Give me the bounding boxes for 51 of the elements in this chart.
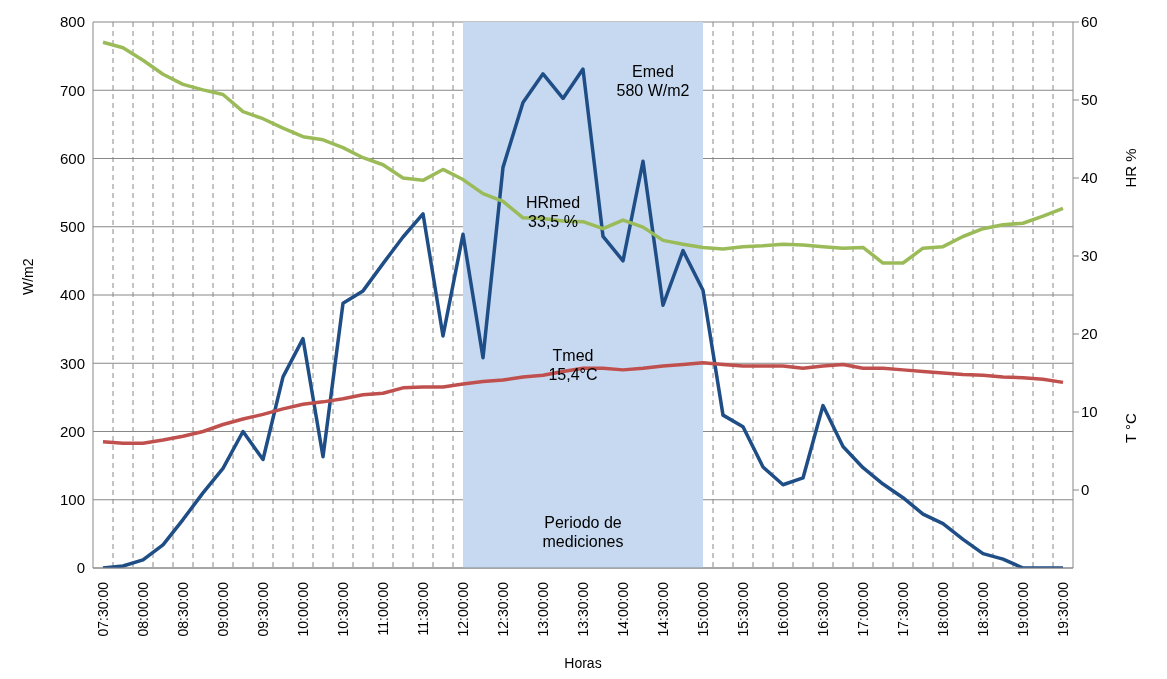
y-tick-label: 200 [59, 422, 85, 440]
y-tick-label: 300 [59, 354, 85, 372]
x-tick-label: 19:00:00 [1015, 581, 1031, 637]
y-tick-label: 700 [59, 81, 85, 99]
x-tick-label: 09:30:00 [255, 581, 271, 637]
x-axis-title: Horas [564, 655, 602, 671]
y2-tick-label: 60 [1081, 13, 1098, 31]
y2-tick-label: 40 [1081, 169, 1098, 187]
x-tick-label: 16:00:00 [775, 581, 791, 637]
line-series [101, 361, 1065, 445]
x-tick-label: 17:30:00 [895, 581, 911, 637]
y2-tick-label: 50 [1081, 91, 1098, 109]
x-tick-label: 18:30:00 [975, 581, 991, 637]
y-tick-label: 600 [59, 149, 85, 167]
y2-tick-label: 10 [1081, 403, 1098, 421]
y2-tick-label: 20 [1081, 325, 1098, 343]
y-axis-title: W/m2 [19, 258, 36, 295]
line-series [101, 67, 1065, 568]
x-tick-label: 16:30:00 [815, 581, 831, 637]
line-series [101, 40, 1065, 265]
y2-axis-title: HR % [1121, 148, 1139, 188]
x-tick-label: 12:30:00 [495, 581, 511, 637]
x-tick-label: 09:00:00 [215, 581, 231, 637]
x-tick-label: 11:00:00 [375, 581, 391, 636]
band-label: Periodo de mediciones [542, 514, 624, 551]
annotation: Tmed 15,4°C [548, 346, 598, 383]
x-tick-label: 08:00:00 [135, 581, 151, 637]
x-tick-label: 13:30:00 [575, 581, 591, 637]
x-tick-label: 07:30:00 [95, 581, 111, 637]
x-tick-label: 14:00:00 [615, 581, 631, 637]
x-tick-label: 11:30:00 [415, 581, 431, 636]
x-tick-label: 13:00:00 [535, 581, 551, 637]
x-tick-label: 15:00:00 [695, 581, 711, 637]
x-tick-label: 14:30:00 [655, 581, 671, 637]
x-tick-label: 15:30:00 [735, 581, 751, 637]
x-tick-label: 12:00:00 [455, 581, 471, 637]
y-tick-label: 800 [59, 13, 85, 31]
text: T °C [1121, 413, 1139, 443]
y2-tick-label: 0 [1081, 481, 1090, 499]
x-tick-label: 17:00:00 [855, 581, 871, 637]
y-tick-label: 400 [59, 286, 85, 304]
y2-tick-label: 30 [1081, 247, 1098, 265]
x-tick-label: 10:30:00 [335, 581, 351, 637]
x-tick-label: 08:30:00 [175, 581, 191, 637]
y-tick-label: 100 [59, 491, 85, 509]
y-tick-label: 0 [76, 559, 85, 577]
x-tick-label: 10:00:00 [295, 581, 311, 637]
annotation: Emed 580 W/m2 [616, 62, 690, 99]
x-tick-label: 18:00:00 [935, 581, 951, 637]
y-tick-label: 500 [59, 218, 85, 236]
x-tick-label: 19:30:00 [1055, 581, 1071, 637]
